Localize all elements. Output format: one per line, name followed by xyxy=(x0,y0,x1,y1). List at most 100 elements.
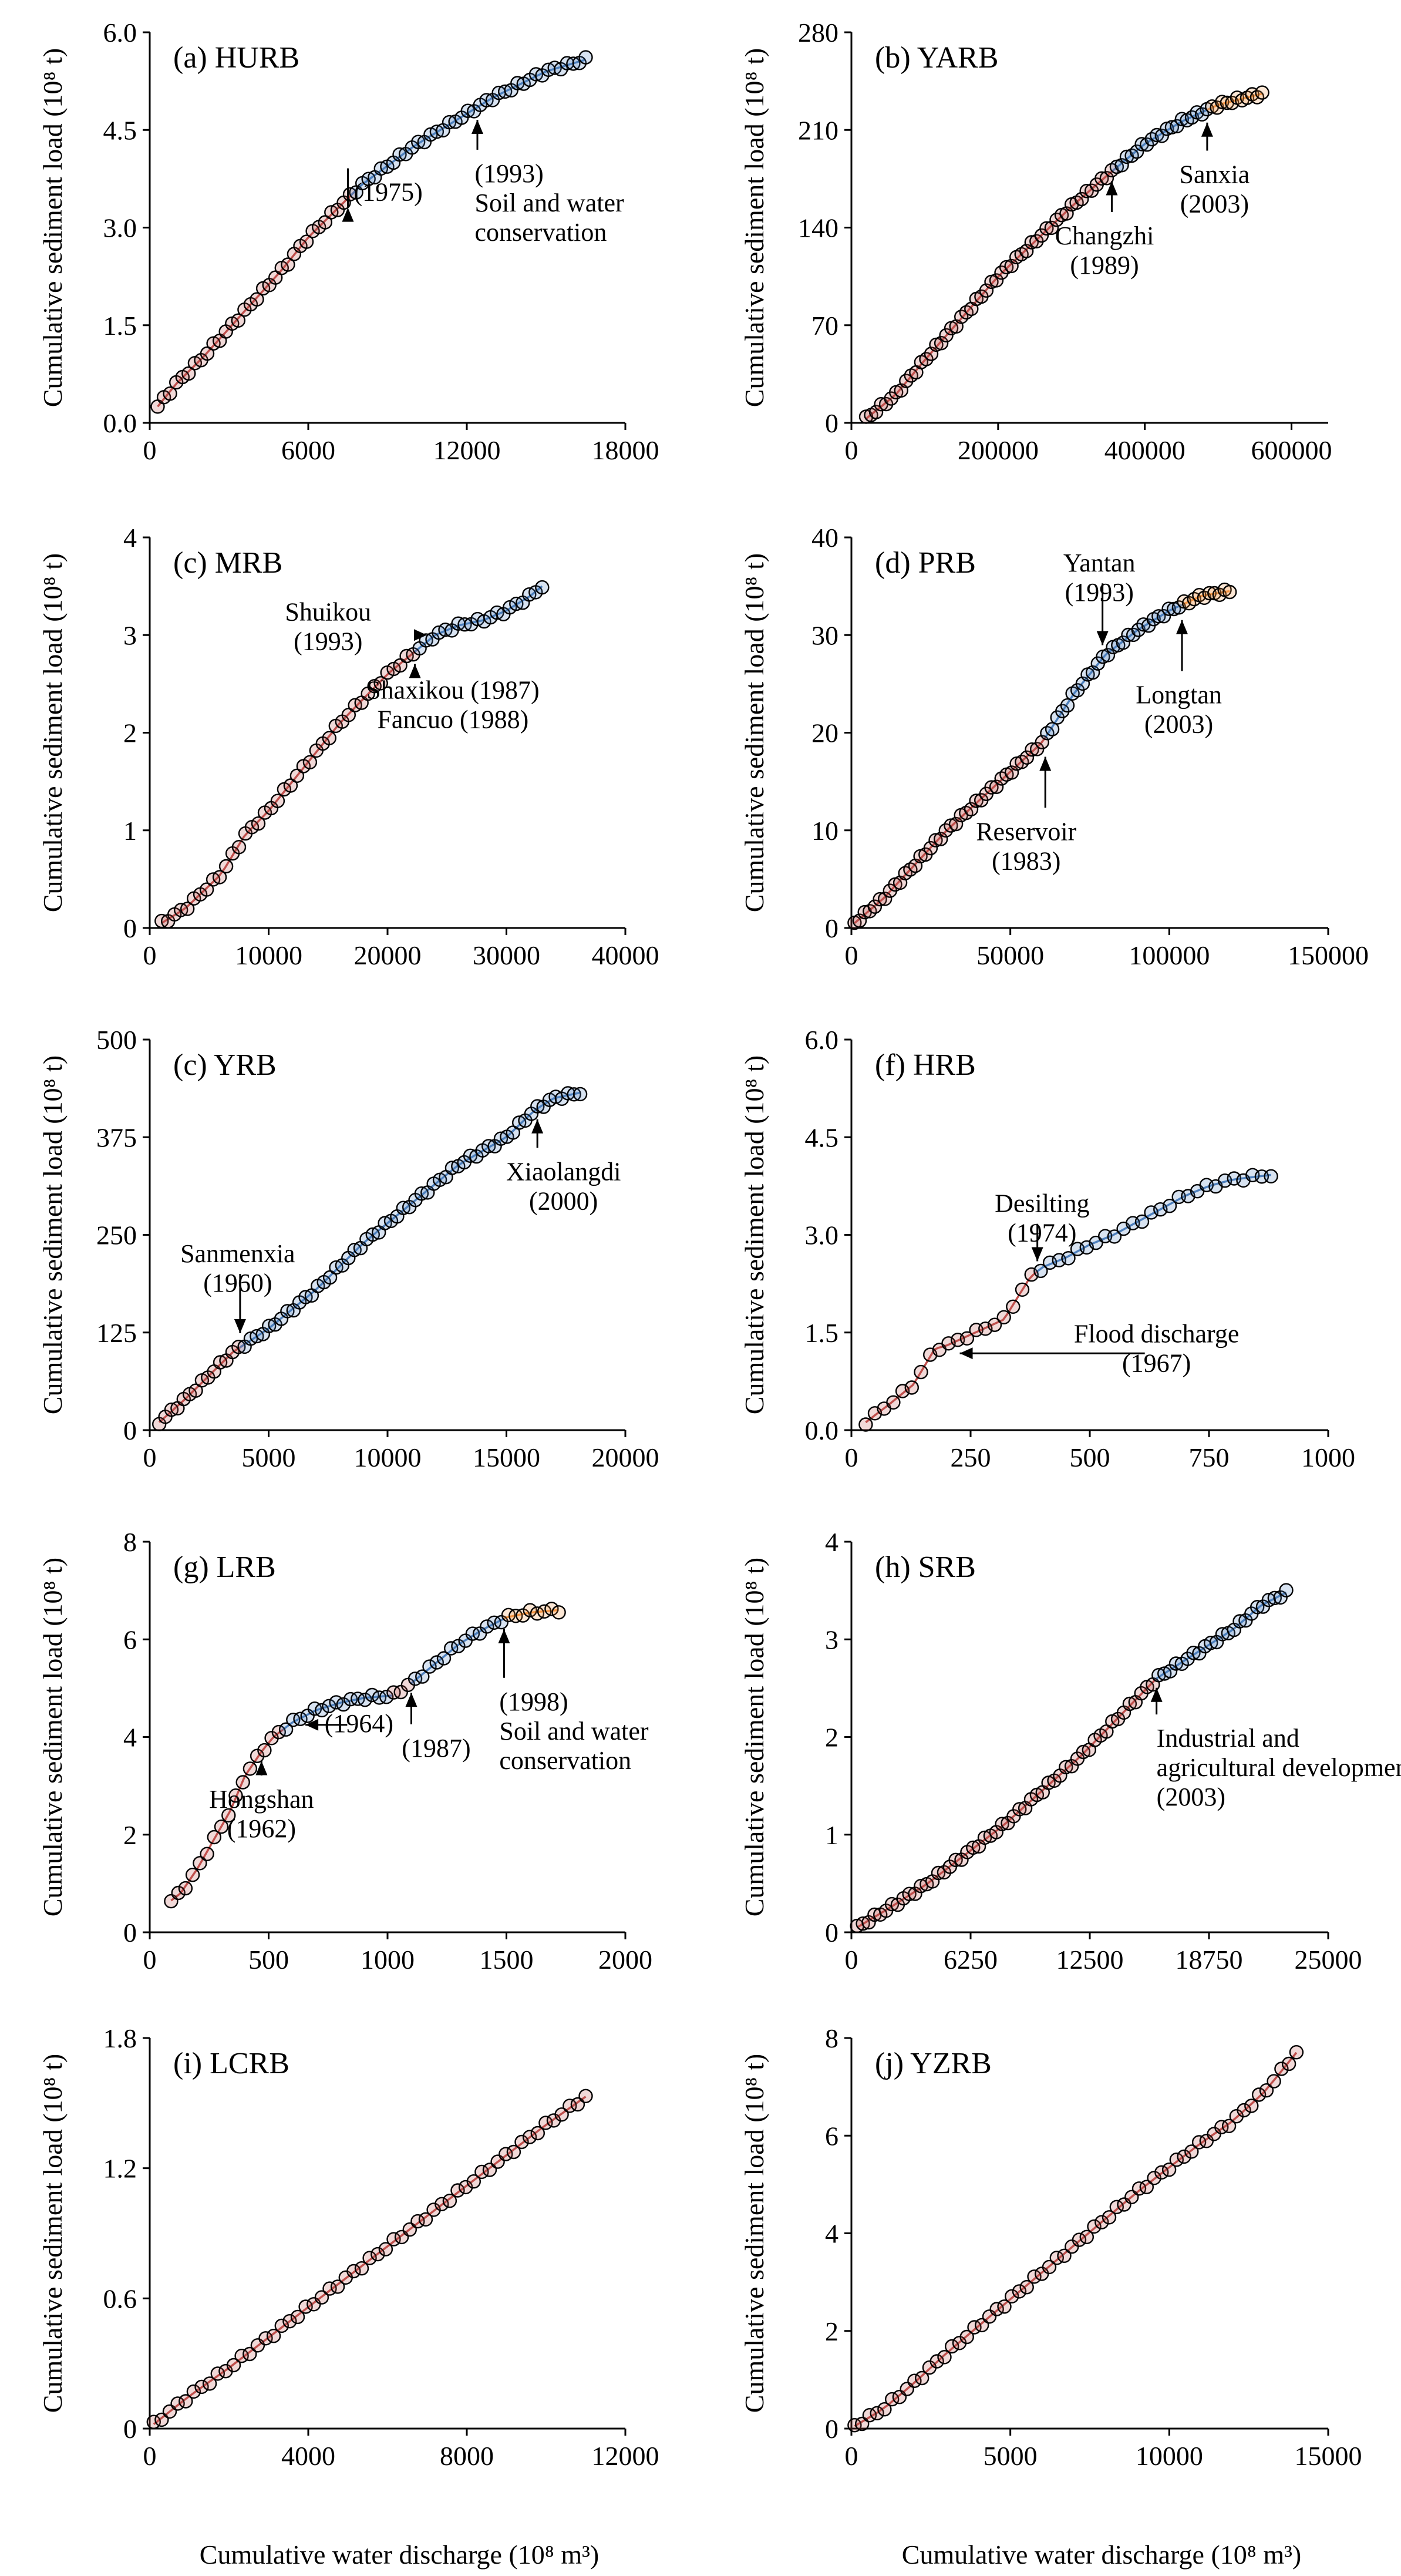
annotation-text: Sanmenxia xyxy=(180,1239,295,1268)
annotation-arrowhead xyxy=(305,1719,319,1731)
data-point xyxy=(251,816,266,831)
x-tick-label: 12000 xyxy=(592,2441,659,2471)
data-point xyxy=(578,2089,593,2104)
x-tick-label: 5000 xyxy=(242,1442,296,1472)
data-point xyxy=(185,1867,200,1882)
data-point xyxy=(302,755,318,770)
data-point xyxy=(270,793,285,808)
x-tick-label: 15000 xyxy=(473,1442,540,1472)
data-point xyxy=(422,1659,437,1674)
y-tick-label: 70 xyxy=(811,311,838,341)
x-tick-label: 500 xyxy=(1070,1442,1110,1472)
annotation-text: Soil and water xyxy=(499,1717,649,1746)
data-point xyxy=(1004,2289,1019,2304)
data-point xyxy=(506,2144,521,2160)
data-point xyxy=(171,1885,186,1901)
panel-dprb: 0 10 20 30 40 0 50000 100000 150000 (d) PRB Cumula… xyxy=(739,523,1369,970)
x-tick-label: 100000 xyxy=(1129,940,1210,970)
annotation-text: Flood discharge xyxy=(1074,1319,1240,1348)
annotation-text: Fancuo (1988) xyxy=(377,705,528,734)
data-point xyxy=(221,1808,236,1823)
annotation-text: (2003) xyxy=(1157,1783,1225,1811)
data-point xyxy=(343,1691,358,1707)
data-point xyxy=(418,2212,433,2227)
annotation-arrowhead xyxy=(1201,122,1213,137)
panel-cmrb: 0 1 2 3 4 0 10000 20000 30000 40000 (c) MRB Cumulat… xyxy=(38,523,659,970)
data-point xyxy=(274,2318,289,2333)
data-point xyxy=(1044,220,1059,236)
y-axis-title: Cumulative sediment load (10⁸ t) xyxy=(739,1055,769,1414)
data-point xyxy=(1139,137,1154,152)
data-point xyxy=(999,260,1014,275)
data-point xyxy=(379,1689,394,1704)
x-tick-label: 0 xyxy=(143,2441,157,2471)
y-tick-label: 0 xyxy=(825,1918,838,1948)
data-point xyxy=(929,2354,944,2369)
y-tick-label: 6.0 xyxy=(103,18,137,48)
data-point xyxy=(969,793,984,808)
y-tick-label: 2 xyxy=(123,718,137,748)
annotation-arrowhead xyxy=(1039,756,1052,771)
data-point xyxy=(987,1317,1002,1332)
data-point xyxy=(1169,2152,1184,2167)
data-point xyxy=(1107,1229,1122,1244)
annotation-text: agricultural development xyxy=(1157,1753,1401,1782)
annotation-arrowhead xyxy=(959,1347,973,1360)
data-point xyxy=(393,1684,408,1700)
data-point xyxy=(1156,608,1171,624)
panel-title: (d) PRB xyxy=(875,546,976,580)
data-point xyxy=(886,1395,901,1410)
y-tick-label: 1.8 xyxy=(103,2023,137,2053)
data-point xyxy=(907,2373,922,2388)
data-point xyxy=(1094,171,1109,186)
data-point xyxy=(179,2394,193,2409)
data-point xyxy=(501,1608,516,1623)
data-point xyxy=(1045,722,1060,737)
fit-line-early xyxy=(856,1677,1157,1929)
data-point xyxy=(1264,1169,1278,1184)
annotation-text: (1993) xyxy=(294,627,362,655)
x-tick-label: 4000 xyxy=(281,2441,335,2471)
data-point xyxy=(299,234,314,249)
data-point xyxy=(1255,85,1269,100)
panel-glrb: 0 2 4 6 8 0 500 1000 1500 2000 (g) LRB Cumulative s… xyxy=(38,1527,652,1975)
x-tick-label: 0 xyxy=(143,1442,157,1472)
annotation-text: (1964) xyxy=(325,1709,393,1738)
annotation-text: (1975) xyxy=(354,178,423,207)
y-tick-label: 10 xyxy=(811,816,838,846)
data-point xyxy=(373,676,388,691)
annotation-arrowhead xyxy=(1106,181,1118,196)
data-point xyxy=(210,2366,225,2381)
panel-title: (f) HRB xyxy=(875,1048,976,1082)
y-tick-label: 30 xyxy=(811,620,838,650)
data-point xyxy=(180,902,195,916)
panel-ahurb: 0.0 1.5 3.0 4.5 6.0 0 6000 12000 18000 (a) HURB Cu… xyxy=(38,18,659,465)
annotation-text: Industrial and xyxy=(1157,1724,1299,1753)
annotation-text: (1987) xyxy=(402,1734,470,1763)
annotation-text: Shaxikou (1987) xyxy=(366,675,540,704)
data-point xyxy=(523,1603,537,1617)
y-tick-label: 0 xyxy=(123,913,137,943)
data-point xyxy=(429,1655,444,1670)
x-tick-label: 0 xyxy=(143,435,157,465)
annotation-text: Xiaolangdi xyxy=(506,1157,621,1186)
y-axis-title: Cumulative sediment load (10⁸ t) xyxy=(739,1558,769,1916)
y-tick-label: 3.0 xyxy=(805,1220,839,1250)
annotation-arrowhead xyxy=(498,1629,510,1643)
y-tick-label: 0.0 xyxy=(805,1415,839,1445)
data-point xyxy=(286,1713,301,1727)
data-point xyxy=(1221,2118,1237,2134)
x-tick-label: 1000 xyxy=(1301,1442,1355,1472)
annotation-arrowhead xyxy=(1176,620,1188,634)
annotation-text: Longtan xyxy=(1136,681,1222,709)
annotation-arrowhead xyxy=(1031,1247,1043,1262)
y-axis-title: Cumulative sediment load (10⁸ t) xyxy=(38,553,68,912)
data-point xyxy=(1289,2044,1304,2060)
annotation-text: Soil and water xyxy=(475,189,625,217)
data-point xyxy=(372,1690,387,1705)
data-point xyxy=(293,1711,308,1726)
y-axis-title: Cumulative sediment load (10⁸ t) xyxy=(739,553,769,912)
data-point xyxy=(358,1692,372,1707)
data-point xyxy=(1100,648,1116,663)
